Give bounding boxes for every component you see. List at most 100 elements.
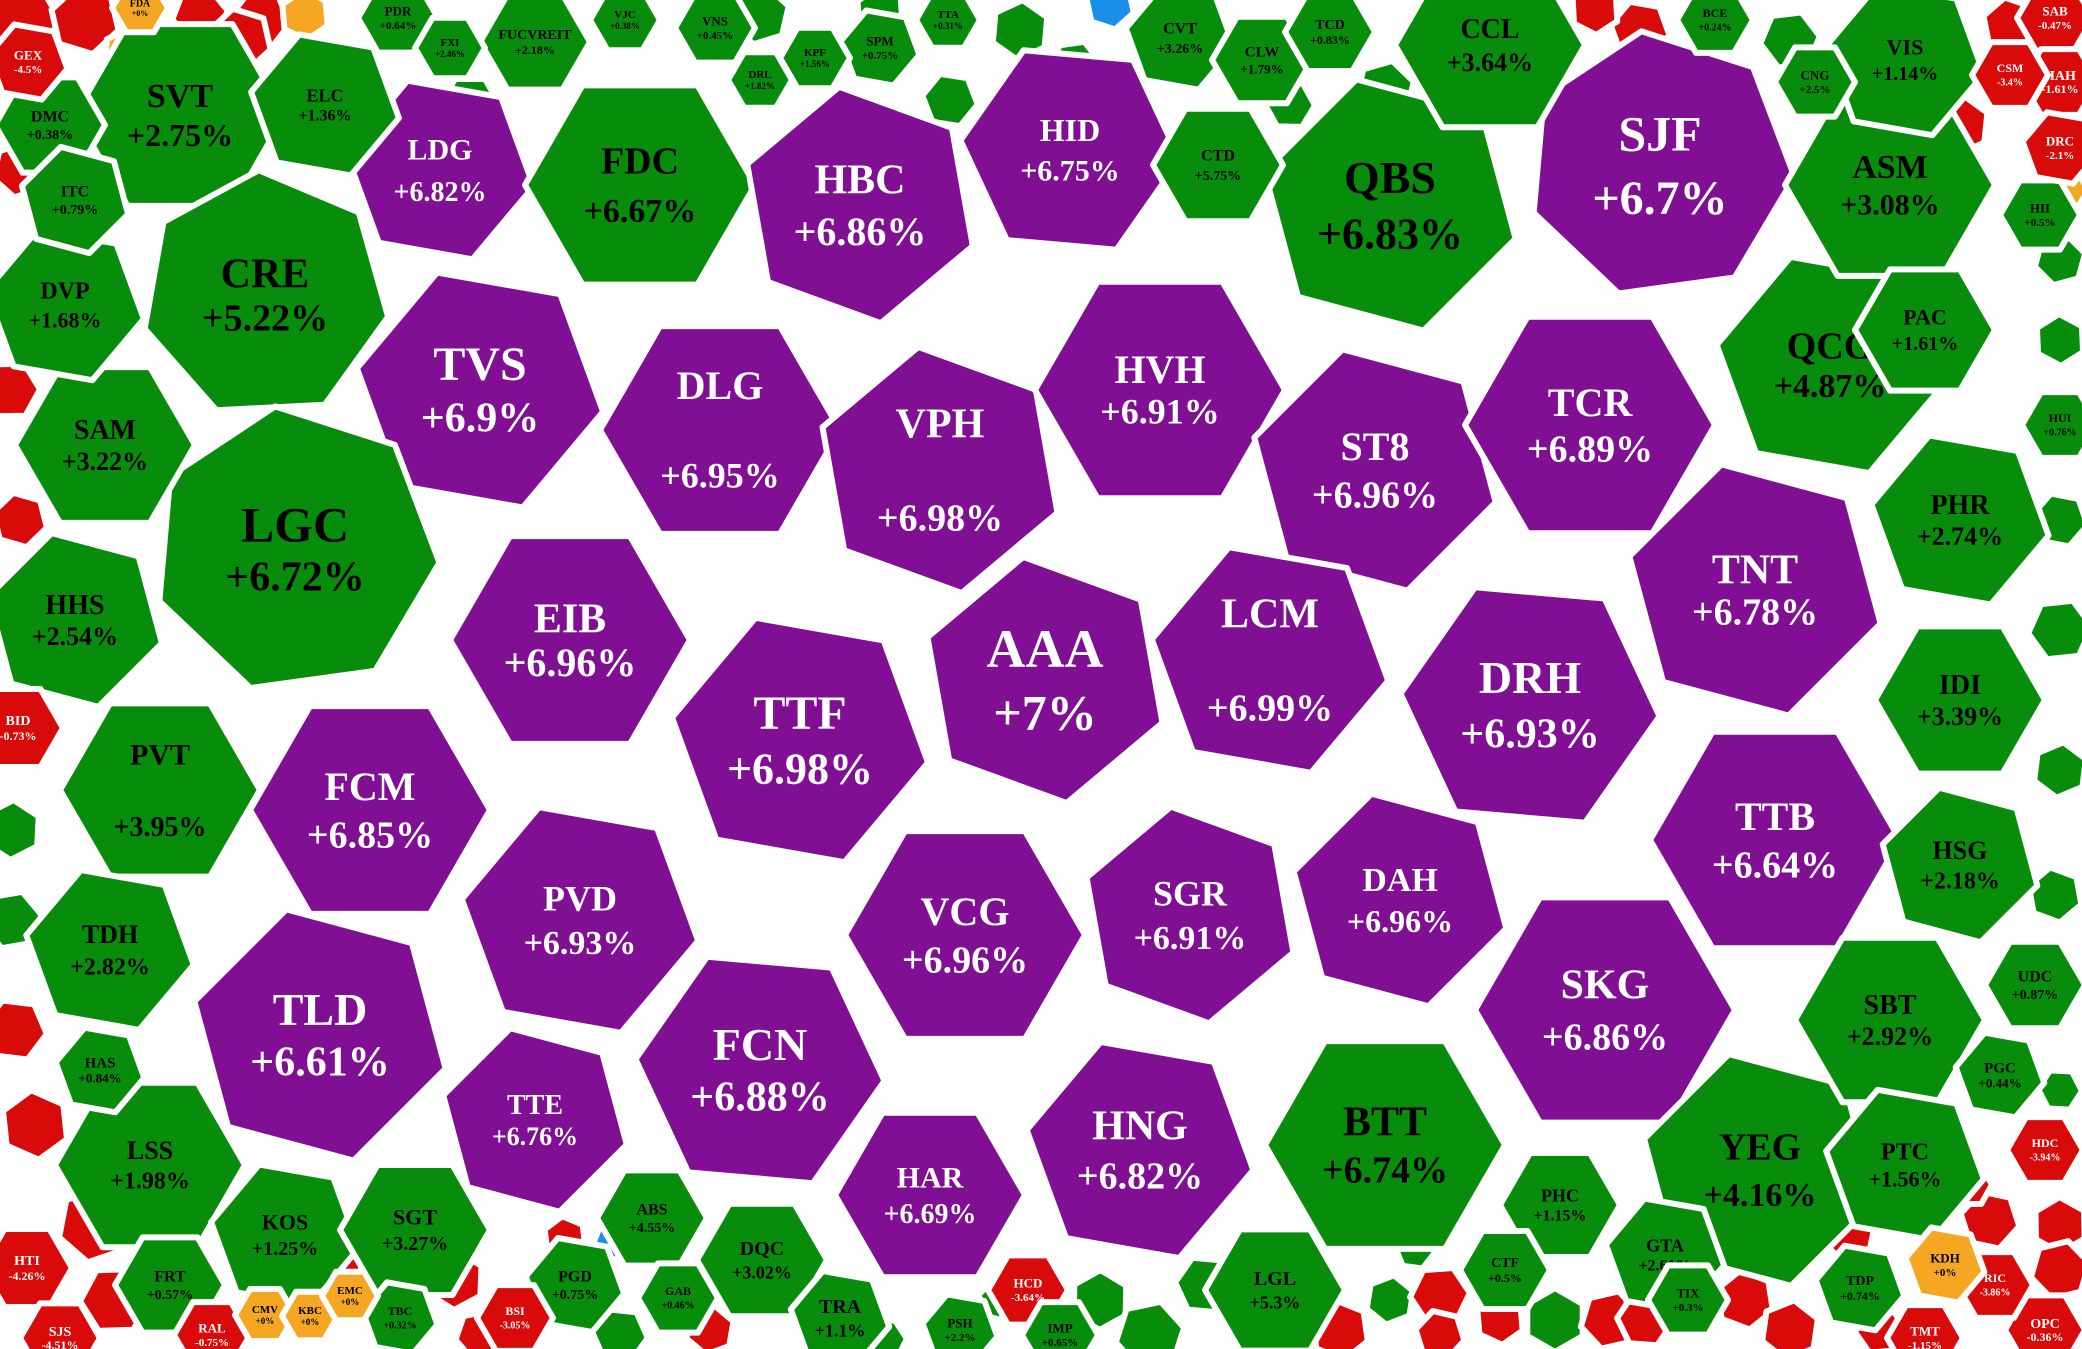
stock-tile-kbc[interactable]: KBC+0% [279, 1288, 341, 1344]
stock-tile-cmv[interactable]: CMV+0% [232, 1286, 298, 1344]
stock-tile-ctf[interactable]: CTF+0.5% [1457, 1228, 1553, 1312]
stock-tile-dvp[interactable]: DVP +1.68% [0, 226, 147, 384]
stock-tile-tra[interactable]: TRA+1.1% [787, 1268, 893, 1349]
stock-tile-pvt[interactable]: PVT +3.95% [57, 700, 263, 880]
stock-tile-sgt[interactable]: SGT +3.27% [337, 1162, 493, 1298]
tile-ticker: ST8 [1341, 424, 1410, 469]
stock-tile-sam[interactable]: SAM+3.22% [12, 364, 198, 526]
stock-tile-bce[interactable]: BCE +0.24% [1674, 0, 1756, 56]
stock-tile-cvt[interactable]: CVT +3.26% [1122, 0, 1238, 93]
stock-tile-tvs[interactable]: TVS +6.9% [353, 269, 607, 511]
stock-tile-lcm[interactable]: LCM +6.99% [1148, 544, 1392, 776]
stock-tile-tta[interactable]: TTA+0.31% [913, 0, 983, 51]
stock-tile-csm[interactable]: CSM -3.4% [1969, 39, 2051, 111]
stock-tile-drh[interactable]: DRH +6.93% [1397, 584, 1663, 826]
stock-tile-sjs[interactable]: SJS-4.51% [17, 1300, 103, 1349]
stock-tile-st8[interactable]: ST8 +6.96% [1251, 346, 1499, 594]
stock-tile-gab[interactable]: GAB +0.46% [635, 1260, 721, 1336]
stock-tile-pvd[interactable]: PVD +6.93% [458, 804, 702, 1036]
stock-tile-ral[interactable]: RAL-0.75% [171, 1299, 253, 1349]
tile-shape [319, 1268, 381, 1324]
stock-tile-tld[interactable]: TLD +6.61% [191, 906, 449, 1164]
stock-tile-dqc[interactable]: DQC+3.02% [694, 1200, 830, 1320]
stock-tile-vjc[interactable]: VJC+0.38% [587, 0, 663, 54]
stock-tile-hdc[interactable]: HDC -3.94% [2004, 1114, 2082, 1186]
tile-change: +6.91% [1134, 920, 1247, 957]
stock-tile-tcd[interactable]: TCD+0.83% [1282, 0, 1378, 74]
stock-tile-tte[interactable]: TTE+6.76% [440, 1025, 630, 1215]
tile-shape [1530, 28, 1798, 297]
stock-tile-ttf[interactable]: TTF+6.98% [669, 614, 931, 866]
stock-tile-dah[interactable]: DAH +6.96% [1290, 790, 1510, 1010]
stock-tile-vcg[interactable]: VCG +6.96% [842, 828, 1088, 1042]
stock-tile-ttb[interactable]: TTB +6.64% [1647, 728, 1903, 952]
stock-tile-imp[interactable]: IMP+0.65% [1019, 1299, 1101, 1349]
stock-tile-qbs[interactable]: QBS +6.83% [1261, 76, 1519, 334]
stock-tile-sbt[interactable]: SBT+2.92% [1792, 934, 1988, 1106]
stock-tile-sjf[interactable]: SJF +6.7% [1530, 28, 1798, 297]
stock-tile-fda[interactable]: FDA+0% [109, 0, 171, 36]
tile-change: +3.95% [114, 812, 207, 843]
stock-tile-cng[interactable]: CNG+2.5% [1772, 44, 1858, 120]
stock-tile-has[interactable]: HAS+0.84% [52, 1024, 148, 1116]
stock-tile-fdc[interactable]: FDC +6.67% [522, 82, 758, 288]
stock-tile-lgc[interactable]: LGC+6.72% [156, 403, 443, 691]
stock-tile-aaa[interactable]: AAA +7% [924, 553, 1166, 807]
stock-tile-hui[interactable]: HUI +0.76% [2019, 389, 2082, 461]
stock-tile-bsi[interactable]: BSI -3.05% [474, 1282, 556, 1349]
stock-tile-drl[interactable]: DRL+1.82% [725, 49, 795, 111]
tile-change: +6.83% [1317, 209, 1463, 258]
stock-tile-dlg[interactable]: DLG +6.95% [597, 323, 843, 537]
stock-tile-hii[interactable]: HII+0.5% [1997, 177, 2082, 253]
stock-tile-eib[interactable]: EIB+6.96% [447, 533, 693, 747]
stock-tile-tdh[interactable]: TDH +2.82% [23, 867, 197, 1033]
tile-change: +6.74% [1322, 1149, 1448, 1191]
stock-tile-hng[interactable]: HNG +6.82% [1023, 1038, 1257, 1262]
stock-tile-tix[interactable]: TIX+0.3% [1645, 1262, 1731, 1338]
tile-shape [725, 49, 795, 111]
stock-tile-udc[interactable]: UDC +0.87% [1982, 938, 2082, 1032]
stock-tile-gex[interactable]: GEX-4.5% [0, 21, 71, 103]
stock-tile-ctd[interactable]: CTD +5.75% [1150, 105, 1286, 225]
tile-ticker: TIX [1676, 1286, 1700, 1301]
stock-tile-hsg[interactable]: HSG +2.18% [1879, 784, 2041, 946]
tile-ticker: HII [2030, 201, 2050, 216]
stock-tile-emc[interactable]: EMC+0% [319, 1268, 381, 1324]
tile-change: +2.82% [70, 954, 150, 980]
stock-tile-drc[interactable]: DRC-2.1% [2019, 109, 2082, 187]
tile-change: +6.98% [877, 497, 1003, 539]
stock-tile-skg[interactable]: SKG +6.86% [1472, 894, 1738, 1126]
stock-tile-itc[interactable]: ITC +0.79% [18, 143, 132, 257]
stock-tile-opc[interactable]: OPC-0.36% [2002, 1292, 2082, 1349]
stock-tile-hvh[interactable]: HVH+6.91% [1032, 278, 1288, 502]
stock-tile-lss[interactable]: LSS +1.98% [52, 1079, 248, 1251]
tile-change: +0.45% [697, 30, 734, 42]
stock-tile-fucvreit[interactable]: FUCVREIT+2.18% [477, 0, 593, 93]
stock-tile-ccl[interactable]: CCL +3.64% [1392, 0, 1588, 131]
stock-tile-tnt[interactable]: TNT+6.78% [1626, 461, 1884, 719]
stock-tile-har[interactable]: HAR +6.69% [832, 1109, 1028, 1281]
stock-tile-tmt[interactable]: TMT-1.15% [1884, 1302, 1966, 1349]
stock-tile-tdp[interactable]: TDP+0.74% [1812, 1242, 1908, 1334]
stock-tile-lgl[interactable]: LGL+5.3% [1202, 1226, 1348, 1349]
stock-tile-abs[interactable]: ABS +4.55% [594, 1167, 710, 1269]
tile-shape [744, 83, 976, 327]
stock-tile-bid[interactable]: BID-0.73% [0, 686, 66, 770]
stock-tile-fxi[interactable]: FXI+2.46% [412, 14, 488, 82]
stock-tile-pac[interactable]: PAC +1.61% [1852, 266, 1998, 394]
stock-tile-hid[interactable]: HID +6.75% [957, 47, 1183, 253]
stock-tile-fcm[interactable]: FCM +6.85% [247, 703, 493, 917]
stock-tile-fcn[interactable]: FCN +6.88% [632, 953, 888, 1187]
tile-change: +7% [993, 685, 1097, 741]
stock-tile-btt[interactable]: BTT+6.74% [1262, 1038, 1508, 1252]
stock-tile-phr[interactable]: PHR+2.74% [1868, 432, 2052, 608]
stock-tile-idi[interactable]: IDI+3.39% [1872, 623, 2048, 777]
stock-tile-pgc[interactable]: PGC+0.44% [1952, 1029, 2048, 1121]
tile-shape [1872, 623, 2048, 777]
stock-tile-cre[interactable]: CRE+5.22% [141, 167, 392, 414]
stock-tile-kdh[interactable]: KDH+0% [1902, 1224, 1988, 1306]
stock-tile-psh[interactable]: PSH+2.2% [919, 1291, 1001, 1349]
stock-tile-hhs[interactable]: HHS+2.54% [0, 530, 165, 710]
stock-tile-hbc[interactable]: HBC +6.86% [744, 83, 976, 327]
stock-tile-sgr[interactable]: SGR +6.91% [1083, 803, 1297, 1027]
